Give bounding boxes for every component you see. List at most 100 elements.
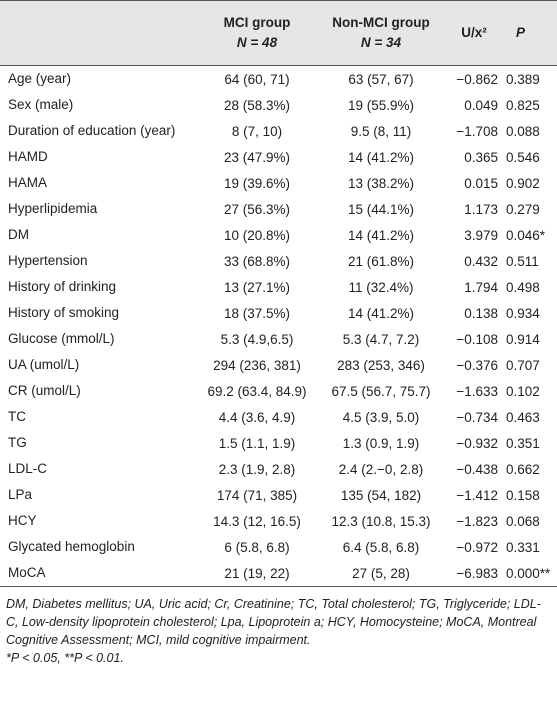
table-cell: LDL-C [8,461,48,476]
table-row: HAMD 23 (47.9%) 14 (41.2%) 0.365 0.546 [0,144,557,170]
table-cell: 23 (47.9%) [223,149,291,165]
table-cell: −0.862 [456,71,498,87]
table-cell: 14 (41.2%) [347,149,415,165]
table-cell: 283 (253, 346) [337,357,425,373]
table-cell: Duration of education (year) [8,123,176,138]
table-row: TG 1.5 (1.1, 1.9) 1.3 (0.9, 1.9) −0.932 0.35… [0,430,557,456]
table-row: History of drinking 13 (27.1%) 11 (32.4%) 1… [0,274,557,300]
table-cell: Glucose (mmol/L) [8,331,115,346]
table-cell: 0.511 [506,253,539,269]
table-cell: −0.108 [456,331,498,347]
table-cell: 67.5 (56.7, 75.7) [331,383,431,399]
table-row: Hyperlipidemia 27 (56.3%) 15 (44.1%) 1.173 0… [0,196,557,222]
table-cell: 0.049 [464,97,498,113]
table-cell: 15 (44.1%) [347,201,415,217]
table-cell: 0.432 [464,253,498,269]
table-cell: Hypertension [8,253,88,268]
table-row: HCY 14.3 (12, 16.5) 12.3 (10.8, 15.3) −1.82… [0,508,557,534]
table-cell: 28 (58.3%) [223,97,291,113]
table-cell: 0.046* [506,227,546,243]
table-cell: 6.4 (5.8, 6.8) [342,539,420,555]
table-cell: 1.5 (1.1, 1.9) [218,435,296,451]
table-cell: −0.438 [456,461,498,477]
table-cell: 3.979 [464,227,498,243]
table-cell: 11 (32.4%) [348,279,414,295]
table-cell: TG [8,435,27,450]
table-cell: 0.331 [506,539,540,555]
footnote: *P < 0.05, **P < 0.01. [6,651,124,665]
table-row: Glucose (mmol/L) 5.3 (4.9,6.5) 5.3 (4.7, 7… [0,326,557,352]
table-cell: 0.088 [506,123,540,139]
table-cell: 27 (56.3%) [223,201,291,217]
table-cell: 0.914 [506,331,540,347]
table-cell: 27 (5, 28) [318,560,444,587]
table-cell: 0.279 [506,201,540,217]
table-cell: 64 (60, 71) [224,71,290,87]
table-row: DM 10 (20.8%) 14 (41.2%) 3.979 0.046* [0,222,557,248]
table-cell: 294 (236, 381) [213,357,301,373]
table-cell: −0.932 [456,435,498,451]
table-cell: 174 (71, 385) [216,487,298,503]
header-row: MCI group N = 48 Non-MCI group N = 34 U/x²… [0,0,557,66]
header-text: Non-MCI group [332,15,430,30]
header-text: MCI group [223,15,291,30]
table-cell: 4.5 (3.9, 5.0) [342,409,420,425]
table-cell: HAMA [8,175,48,190]
table-cell: −0.972 [456,539,498,555]
footnotes: DM, Diabetes mellitus; UA, Uric acid; Cr… [0,587,557,667]
table-cell: 0.365 [464,149,498,165]
table-cell: 4.4 (3.6, 4.9) [218,409,296,425]
table-cell: 0.825 [506,97,540,113]
header-cell [0,0,196,66]
table-cell: 10 (20.8%) [223,227,291,243]
table-row: Duration of education (year) 8 (7, 10) 9.5… [0,118,557,144]
table-cell: 8 (7, 10) [231,123,283,139]
header-cell: MCI group N = 48 [196,0,318,66]
table-cell: 0.138 [464,305,498,321]
table-cell: 0.707 [506,357,540,373]
footnote: DM, Diabetes mellitus; UA, Uric acid; Cr… [6,597,541,647]
table-cell: 33 (68.8%) [223,253,291,269]
table-cell: 6 (5.8, 6.8) [224,539,290,555]
table-cell: −0.734 [456,409,498,425]
table-cell: 18 (37.5%) [223,305,291,321]
table-cell: 1.3 (0.9, 1.9) [342,435,420,451]
table-cell: −1.708 [456,123,498,139]
header-cell: Non-MCI group N = 34 [318,0,444,66]
header-text: N = 34 [360,35,402,50]
table-cell: 135 (54, 182) [340,487,422,503]
table-cell: 12.3 (10.8, 15.3) [331,513,431,529]
table-row: Glycated hemoglobin 6 (5.8, 6.8) 6.4 (5.8,… [0,534,557,560]
header-cell: P [504,0,557,66]
table-cell: 0.351 [506,435,540,451]
table-row: LPa 174 (71, 385) 135 (54, 182) −1.412 0.158 [0,482,557,508]
table-row: Sex (male) 28 (58.3%) 19 (55.9%) 0.049 0.825 [0,92,557,118]
table-cell: 14 (41.2%) [347,305,415,321]
table-cell: History of smoking [8,305,120,320]
table-cell: −6.983 [444,560,504,587]
table-cell: 0.546 [506,149,540,165]
table-cell: 0.463 [506,409,540,425]
table-row: MoCA 21 (19, 22) 27 (5, 28) −6.983 0.000** [0,560,557,587]
table-cell: 0.102 [506,383,540,399]
table-cell: Glycated hemoglobin [8,539,135,554]
table-cell: 14.3 (12, 16.5) [213,513,301,529]
table-cell: MoCA [0,560,196,587]
table-row: UA (umol/L) 294 (236, 381) 283 (253, 346) −… [0,352,557,378]
table-cell: Sex (male) [8,97,74,112]
table-row: Hypertension 33 (68.8%) 21 (61.8%) 0.432 0.5… [0,248,557,274]
table-cell: HCY [8,513,37,528]
table-row: HAMA 19 (39.6%) 13 (38.2%) 0.015 0.902 [0,170,557,196]
table-cell: 13 (38.2%) [347,175,415,191]
table-cell: 63 (57, 67) [348,71,414,87]
table-row: Age (year) 64 (60, 71) 63 (57, 67) −0.862 0.… [0,66,557,93]
table-cell: 0.902 [506,175,540,191]
header-text: N = 48 [236,35,278,50]
table-cell: LPa [8,487,33,502]
table-cell: 2.3 (1.9, 2.8) [218,461,296,477]
table-cell: −1.633 [456,383,498,399]
table-cell: 0.000** [504,560,557,587]
table-cell: 69.2 (63.4, 84.9) [207,383,307,399]
table-cell: −0.376 [456,357,498,373]
